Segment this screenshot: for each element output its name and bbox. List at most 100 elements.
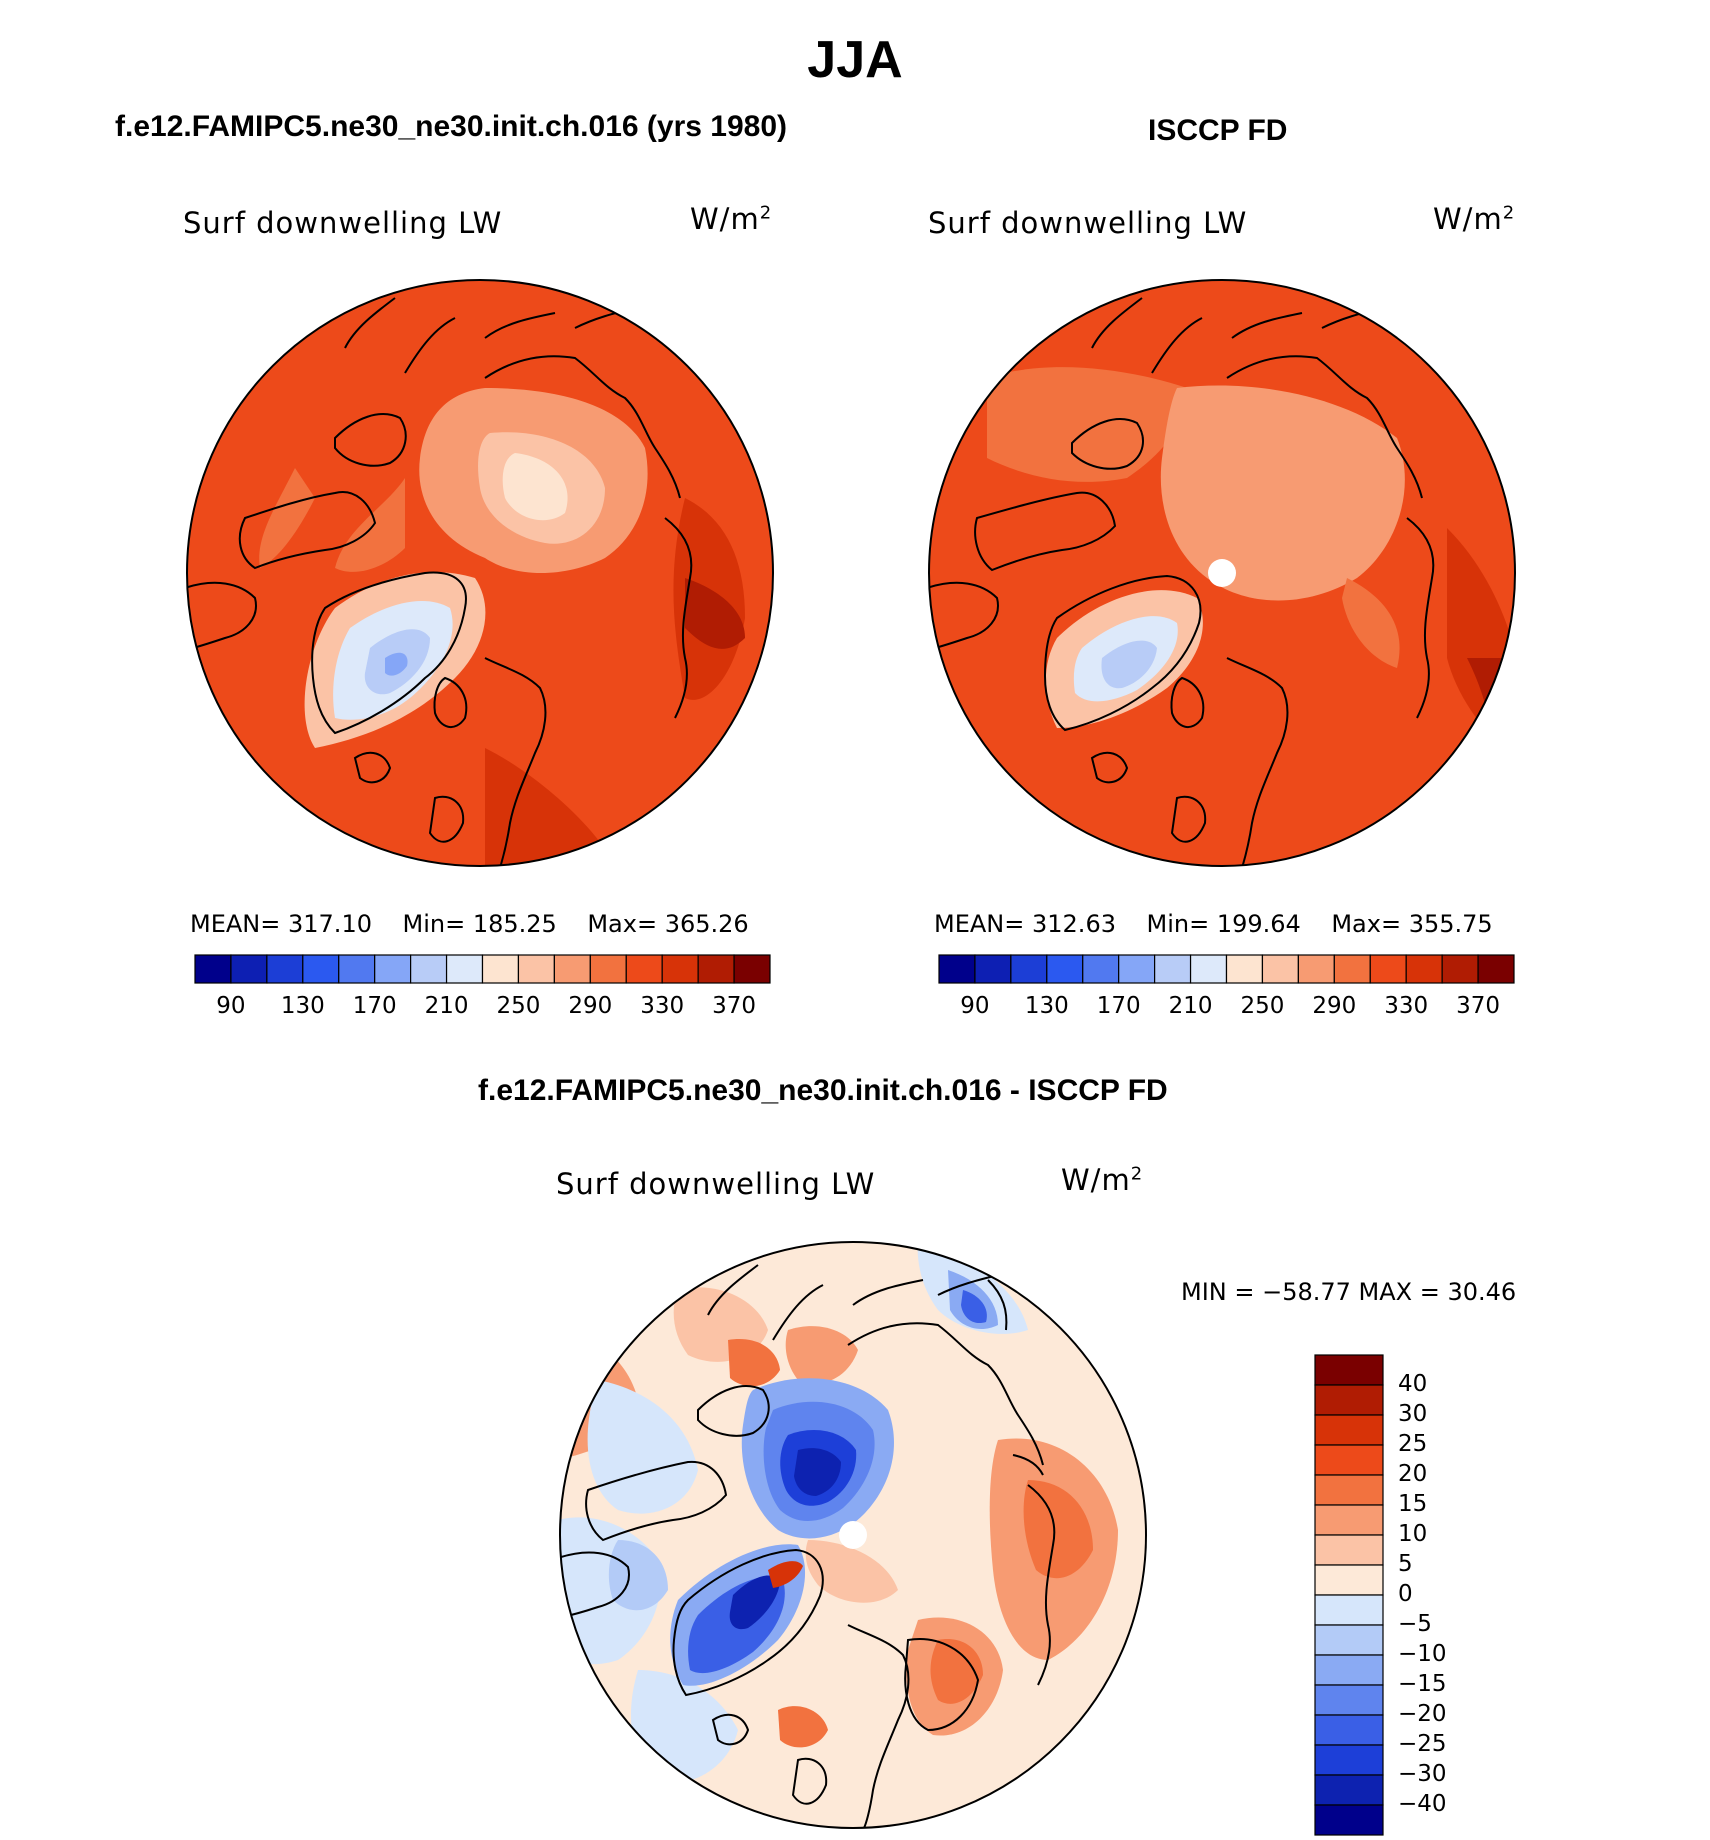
model-colorbar-tick-label: 210	[424, 993, 469, 1019]
obs-colorbar-swatch	[1441, 954, 1479, 984]
diff-colorbar-tick-label: −5	[1398, 1611, 1432, 1637]
diff-colorbar-tick-label: −30	[1398, 1761, 1447, 1787]
model-colorbar-swatch	[481, 954, 520, 984]
obs-units-label: W/m2	[1433, 202, 1516, 236]
diff-colorbar	[1314, 1354, 1384, 1836]
obs-colorbar-tick-label: 370	[1456, 993, 1501, 1019]
obs-variable-label: Surf downwelling LW	[928, 206, 1248, 240]
obs-colorbar-tick-label: 290	[1312, 993, 1357, 1019]
model-variable-label: Surf downwelling LW	[183, 206, 503, 240]
obs-colorbar-swatch	[1010, 954, 1048, 984]
obs-colorbar-swatch	[938, 954, 976, 984]
model-units-label: W/m2	[690, 202, 773, 236]
diff-colorbar-swatch	[1314, 1354, 1384, 1386]
diff-polar-map	[559, 1241, 1147, 1829]
obs-colorbar-swatch	[1405, 954, 1443, 984]
diff-colorbar-swatch	[1314, 1534, 1384, 1566]
diff-colorbar-tick-label: 25	[1398, 1431, 1428, 1457]
model-colorbar-swatch	[661, 954, 699, 984]
model-colorbar-swatch	[266, 954, 304, 984]
diff-colorbar-swatch	[1314, 1384, 1384, 1416]
diff-colorbar-swatch	[1314, 1684, 1384, 1716]
model-colorbar-tick-label: 130	[280, 993, 325, 1019]
obs-colorbar-tick-label: 210	[1168, 993, 1213, 1019]
obs-stats: MEAN= 312.63 Min= 199.64 Max= 355.75	[934, 910, 1493, 938]
diff-colorbar-tick-label: −25	[1398, 1731, 1447, 1757]
obs-colorbar-swatch	[1189, 954, 1228, 984]
model-colorbar-swatch	[625, 954, 663, 984]
model-colorbar-tick-label: 290	[568, 993, 613, 1019]
diff-colorbar-swatch	[1314, 1474, 1384, 1506]
diff-colorbar-tick-label: 15	[1398, 1491, 1428, 1517]
obs-colorbar-swatch	[1369, 954, 1407, 984]
obs-colorbar-swatch	[1046, 954, 1084, 984]
model-colorbar-swatch	[589, 954, 627, 984]
model-colorbar-swatch	[553, 954, 591, 984]
model-colorbar-tick-label: 330	[640, 993, 685, 1019]
obs-colorbar-labels: 90 130 170 210 250 290 330 370	[939, 993, 1514, 1023]
obs-colorbar-swatch	[1333, 954, 1371, 984]
diff-colorbar-tick-label: 20	[1398, 1461, 1428, 1487]
model-colorbar-tick-label: 250	[496, 993, 541, 1019]
diff-colorbar-swatch	[1314, 1594, 1384, 1626]
model-colorbar-swatch	[410, 954, 448, 984]
diff-colorbar-tick-label: 0	[1398, 1581, 1413, 1607]
obs-colorbar-swatch	[1297, 954, 1335, 984]
diff-colorbar-labels: 40 30 25 20 15 10 5 0 −5 −10 −15 −20 −25 −30 −40	[1398, 1355, 1478, 1835]
diff-colorbar-swatch	[1314, 1624, 1384, 1656]
obs-colorbar	[938, 954, 1515, 984]
model-colorbar-swatch	[374, 954, 412, 984]
model-colorbar-tick-label: 90	[216, 993, 246, 1019]
obs-colorbar-swatch	[1225, 954, 1264, 984]
diff-colorbar-swatch	[1314, 1744, 1384, 1776]
model-colorbar-labels: 90 130 170 210 250 290 330 370	[195, 993, 770, 1023]
obs-colorbar-tick-label: 130	[1024, 993, 1069, 1019]
diff-minmax: MIN = −58.77 MAX = 30.46	[1181, 1278, 1517, 1306]
diff-colorbar-swatch	[1314, 1714, 1384, 1746]
obs-colorbar-swatch	[1261, 954, 1299, 984]
obs-colorbar-swatch	[1118, 954, 1156, 984]
diff-colorbar-tick-label: 30	[1398, 1401, 1428, 1427]
obs-panel-title: ISCCP FD	[1148, 114, 1288, 147]
diff-colorbar-tick-label: −20	[1398, 1701, 1447, 1727]
diff-colorbar-tick-label: −40	[1398, 1791, 1447, 1817]
diff-colorbar-swatch	[1314, 1504, 1384, 1536]
diff-colorbar-tick-label: 5	[1398, 1551, 1413, 1577]
model-panel-title: f.e12.FAMIPC5.ne30_ne30.init.ch.016 (yrs…	[115, 110, 787, 143]
obs-colorbar-tick-label: 170	[1096, 993, 1141, 1019]
diff-colorbar-tick-label: 10	[1398, 1521, 1428, 1547]
model-polar-map	[186, 279, 774, 867]
obs-colorbar-swatch	[1082, 954, 1120, 984]
model-colorbar-tick-label: 170	[352, 993, 397, 1019]
diff-colorbar-swatch	[1314, 1654, 1384, 1686]
obs-colorbar-swatch	[1154, 954, 1192, 984]
model-colorbar-swatch	[194, 954, 232, 984]
diff-colorbar-tick-label: −15	[1398, 1671, 1447, 1697]
model-colorbar	[194, 954, 771, 984]
obs-colorbar-swatch	[1477, 954, 1515, 984]
model-colorbar-swatch	[338, 954, 376, 984]
obs-polar-map	[928, 279, 1516, 867]
diff-colorbar-swatch	[1314, 1414, 1384, 1446]
model-colorbar-swatch	[733, 954, 771, 984]
diff-colorbar-swatch	[1314, 1804, 1384, 1836]
model-colorbar-swatch	[697, 954, 735, 984]
obs-colorbar-tick-label: 330	[1384, 993, 1429, 1019]
diff-panel-title: f.e12.FAMIPC5.ne30_ne30.init.ch.016 - IS…	[478, 1074, 1168, 1107]
diff-colorbar-swatch	[1314, 1774, 1384, 1806]
diff-colorbar-tick-label: −10	[1398, 1641, 1447, 1667]
obs-colorbar-swatch	[974, 954, 1012, 984]
diff-variable-label: Surf downwelling LW	[556, 1167, 876, 1201]
model-colorbar-swatch	[302, 954, 340, 984]
obs-colorbar-tick-label: 250	[1240, 993, 1285, 1019]
page-title: JJA	[807, 31, 903, 89]
model-colorbar-swatch	[445, 954, 484, 984]
diff-units-label: W/m2	[1061, 1163, 1144, 1197]
obs-colorbar-tick-label: 90	[960, 993, 990, 1019]
model-colorbar-tick-label: 370	[712, 993, 757, 1019]
diff-colorbar-swatch	[1314, 1564, 1384, 1596]
diff-colorbar-swatch	[1314, 1444, 1384, 1476]
model-stats: MEAN= 317.10 Min= 185.25 Max= 365.26	[190, 910, 749, 938]
model-colorbar-swatch	[517, 954, 555, 984]
model-colorbar-swatch	[230, 954, 268, 984]
